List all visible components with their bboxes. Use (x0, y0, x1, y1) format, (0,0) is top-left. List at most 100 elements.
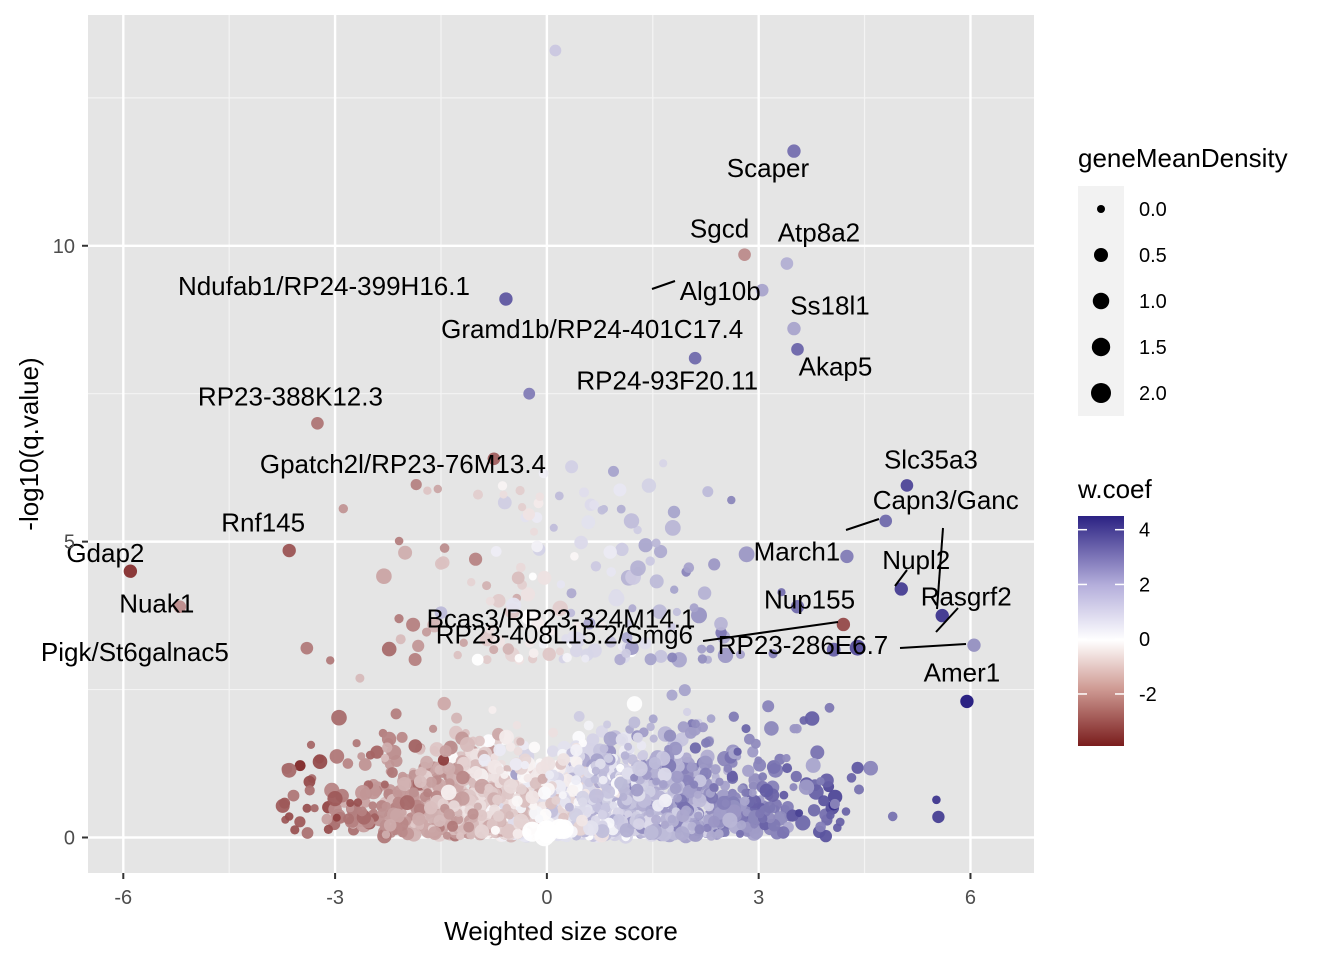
data-point (606, 567, 616, 577)
data-point (565, 460, 579, 474)
data-point (589, 500, 599, 510)
data-point (429, 724, 438, 733)
data-point (804, 711, 820, 726)
data-point (413, 803, 426, 816)
data-point (503, 778, 519, 794)
gene-label: Scaper (727, 153, 810, 183)
data-point (818, 795, 830, 807)
data-point (807, 804, 821, 817)
color-legend: w.coef 4 2 0 -2 (1077, 474, 1157, 746)
label-leader-line (894, 569, 908, 587)
data-point (689, 603, 699, 613)
data-point (690, 780, 699, 789)
data-point (826, 642, 841, 657)
data-point (683, 562, 695, 573)
gene-label: RP24-93F20.11 (576, 366, 758, 396)
data-point (714, 829, 724, 839)
data-point (681, 752, 692, 763)
data-point (538, 786, 552, 800)
data-point (455, 791, 470, 806)
data-point (628, 716, 641, 729)
data-point (689, 742, 702, 754)
grid-lines (88, 15, 1034, 873)
data-point (667, 815, 676, 824)
data-point (691, 719, 700, 729)
gene-label: Nup155 (764, 585, 855, 615)
data-point (736, 650, 745, 659)
data-point (686, 762, 697, 773)
data-point (440, 784, 457, 801)
data-point (646, 722, 655, 732)
labeled-data-point (967, 638, 981, 652)
data-point (548, 727, 558, 738)
size-legend-key (1092, 292, 1110, 310)
data-point (522, 508, 536, 521)
data-point (824, 702, 835, 713)
data-point (736, 829, 744, 838)
data-point (395, 634, 406, 645)
data-point (417, 766, 427, 777)
data-point (515, 485, 525, 496)
data-point (727, 495, 736, 505)
data-point (726, 770, 738, 782)
labeled-data-point (499, 292, 513, 306)
data-point (537, 570, 552, 585)
data-point (381, 830, 391, 839)
gene-label: Slc35a3 (884, 444, 978, 474)
data-point (303, 775, 316, 788)
data-point (489, 645, 499, 655)
data-point (573, 711, 585, 722)
data-point (491, 594, 506, 608)
data-point (290, 825, 300, 835)
data-point (564, 802, 574, 812)
data-point (721, 799, 730, 808)
data-point (423, 788, 433, 798)
size-legend-key (1094, 248, 1108, 262)
data-point (413, 775, 427, 788)
data-point (528, 648, 539, 658)
data-point (434, 764, 445, 775)
gene-label: Nupl2 (882, 545, 950, 575)
data-point (287, 789, 300, 802)
x-axis-title: Weighted size score (444, 916, 678, 946)
data-point (651, 814, 662, 825)
labeled-data-point (787, 321, 801, 336)
data-point (598, 621, 607, 630)
labeled-data-point (487, 452, 501, 466)
data-point (630, 773, 639, 782)
data-point (474, 735, 485, 747)
data-point (443, 808, 455, 820)
data-point (497, 495, 512, 510)
data-point (509, 758, 523, 771)
data-point (571, 775, 581, 786)
gene-label: Gpatch2l/RP23-76M13.4 (260, 449, 546, 479)
color-legend-label: 2 (1139, 574, 1150, 596)
data-point (774, 753, 786, 765)
data-point (671, 770, 684, 784)
data-point (423, 486, 432, 495)
data-point (566, 588, 577, 599)
data-point (456, 770, 470, 785)
data-point (733, 747, 742, 756)
data-point (709, 783, 719, 792)
data-point (678, 684, 691, 697)
data-point (614, 776, 628, 790)
gene-label: RP23-388K12.3 (198, 381, 383, 411)
gene-label: Sgcd (690, 214, 749, 244)
data-point (597, 810, 608, 820)
data-point (502, 643, 514, 655)
gene-label: Rasgrf2 (921, 582, 1012, 612)
data-point (343, 813, 355, 825)
size-legend-label: 0.0 (1139, 199, 1167, 221)
data-point (306, 740, 316, 750)
data-point (586, 733, 600, 747)
data-point (604, 754, 614, 763)
data-point (749, 781, 758, 791)
data-point (390, 808, 405, 824)
data-point (485, 596, 495, 606)
data-point (708, 815, 720, 828)
data-point (614, 654, 626, 666)
data-point (841, 807, 851, 816)
data-point (284, 812, 294, 821)
data-point (779, 790, 789, 800)
